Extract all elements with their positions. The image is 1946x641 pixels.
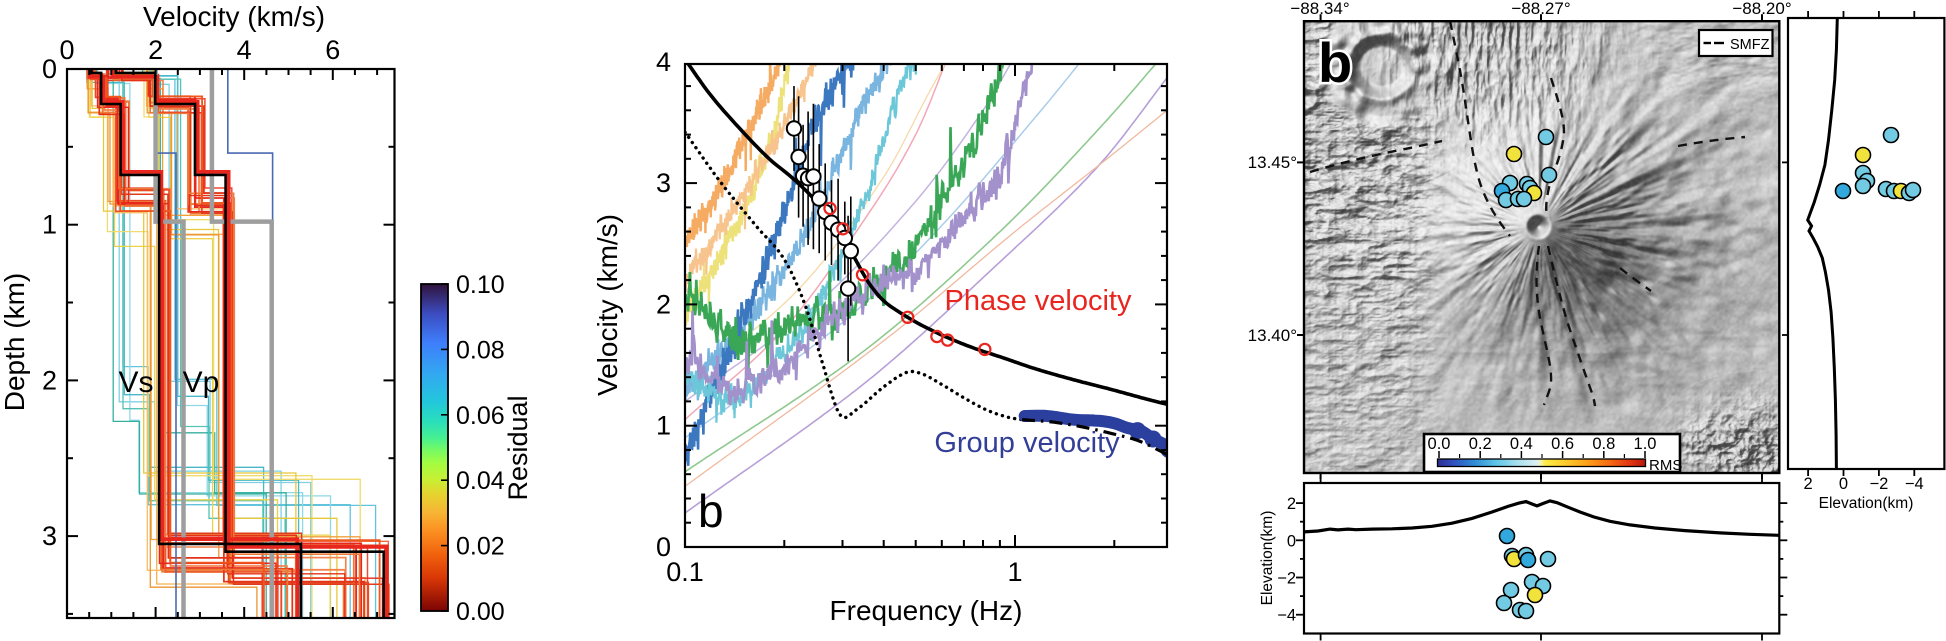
svg-text:0: 0 (42, 54, 57, 84)
svg-text:4: 4 (237, 35, 252, 65)
svg-text:0.00: 0.00 (456, 598, 505, 626)
svg-text:0.1: 0.1 (666, 557, 704, 587)
svg-text:Velocity (km/s): Velocity (km/s) (143, 1, 325, 32)
svg-text:0.06: 0.06 (456, 402, 505, 430)
svg-text:−88.34°: −88.34° (1290, 0, 1349, 18)
svg-text:3: 3 (656, 168, 671, 198)
svg-text:SMFZ: SMFZ (1730, 37, 1770, 53)
svg-text:0.02: 0.02 (456, 533, 505, 561)
svg-text:0.2: 0.2 (1469, 435, 1492, 453)
svg-text:13.40°: 13.40° (1248, 326, 1297, 345)
svg-text:2: 2 (148, 35, 163, 65)
svg-text:−4: −4 (1905, 475, 1924, 493)
svg-text:2: 2 (1287, 495, 1296, 513)
svg-text:4: 4 (656, 47, 671, 77)
svg-text:RMS: RMS (1649, 457, 1682, 474)
svg-text:0.6: 0.6 (1551, 435, 1574, 453)
svg-text:0: 0 (1839, 475, 1848, 493)
svg-text:0.04: 0.04 (456, 467, 505, 495)
svg-text:Phase velocity: Phase velocity (945, 285, 1132, 317)
svg-text:13.45°: 13.45° (1248, 153, 1297, 172)
svg-text:Vp: Vp (183, 366, 220, 399)
svg-text:b: b (1318, 31, 1352, 94)
svg-text:Elevation(km): Elevation(km) (1819, 495, 1914, 512)
svg-text:Depth (km): Depth (km) (0, 273, 30, 411)
svg-text:−2: −2 (1277, 570, 1296, 588)
svg-text:1: 1 (1007, 557, 1022, 587)
svg-text:0: 0 (59, 35, 74, 65)
svg-text:−88.20°: −88.20° (1732, 0, 1791, 18)
svg-text:2: 2 (1804, 475, 1813, 493)
svg-text:1: 1 (656, 411, 671, 441)
svg-text:0.10: 0.10 (456, 271, 505, 299)
svg-text:Residual: Residual (503, 395, 533, 500)
svg-text:−4: −4 (1277, 607, 1296, 625)
svg-text:Frequency (Hz): Frequency (Hz) (830, 595, 1023, 626)
svg-text:0.4: 0.4 (1510, 435, 1533, 453)
svg-text:−2: −2 (1869, 475, 1888, 493)
svg-text:0.8: 0.8 (1592, 435, 1615, 453)
svg-text:Group velocity: Group velocity (934, 427, 1120, 459)
svg-text:2: 2 (656, 289, 671, 319)
svg-text:−88.27°: −88.27° (1511, 0, 1570, 18)
svg-text:6: 6 (325, 35, 340, 65)
svg-text:Velocity (km/s): Velocity (km/s) (592, 214, 623, 396)
svg-text:0.08: 0.08 (456, 336, 505, 364)
svg-text:0: 0 (1287, 532, 1296, 550)
svg-text:0: 0 (656, 532, 671, 562)
svg-text:b: b (698, 485, 724, 537)
svg-text:Elevation(km): Elevation(km) (1259, 511, 1276, 606)
svg-text:Vs: Vs (118, 366, 153, 399)
svg-text:0.0: 0.0 (1428, 435, 1451, 453)
svg-text:2: 2 (42, 365, 57, 395)
svg-text:1.0: 1.0 (1634, 435, 1657, 453)
svg-text:3: 3 (42, 521, 57, 551)
svg-text:1: 1 (42, 210, 57, 240)
